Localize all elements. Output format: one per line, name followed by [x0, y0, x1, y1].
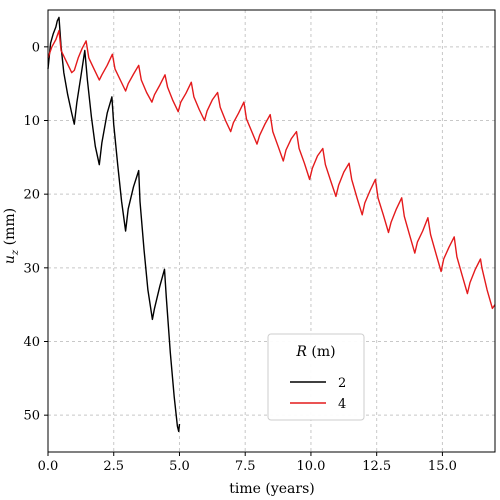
y-axis-label: uz (mm): [2, 208, 21, 264]
x-tick-label: 10.0: [296, 459, 325, 474]
y-ticks: 0 10 20 30 40 50: [23, 40, 48, 424]
legend-title: R (m): [295, 344, 335, 360]
x-tick-label: 15.0: [428, 459, 457, 474]
y-tick-label: 0: [32, 40, 40, 55]
legend-label-4: 4: [338, 397, 346, 412]
y-tick-label: 20: [23, 188, 40, 203]
x-tick-label: 5.0: [169, 459, 190, 474]
y-tick-label: 40: [23, 335, 40, 350]
legend-label-2: 2: [338, 376, 346, 391]
x-tick-label: 12.5: [362, 459, 391, 474]
y-tick-label: 30: [23, 261, 40, 276]
legend-box: [267, 333, 365, 421]
series-layer: [47, 16, 496, 433]
plot-frame: [47, 9, 496, 453]
series-line-4: [47, 29, 496, 310]
x-axis-label: time (years): [229, 481, 314, 497]
legend: R (m) 2 4: [267, 333, 365, 421]
x-ticks: 0.0 2.5 5.0 7.5 10.0 12.5 15.0: [38, 452, 457, 474]
series-line-2: [47, 16, 181, 433]
y-tick-label: 10: [23, 114, 40, 129]
x-tick-label: 7.5: [235, 459, 256, 474]
x-tick-label: 2.5: [103, 459, 124, 474]
y-tick-label: 50: [23, 409, 40, 424]
x-tick-label: 0.0: [38, 459, 59, 474]
